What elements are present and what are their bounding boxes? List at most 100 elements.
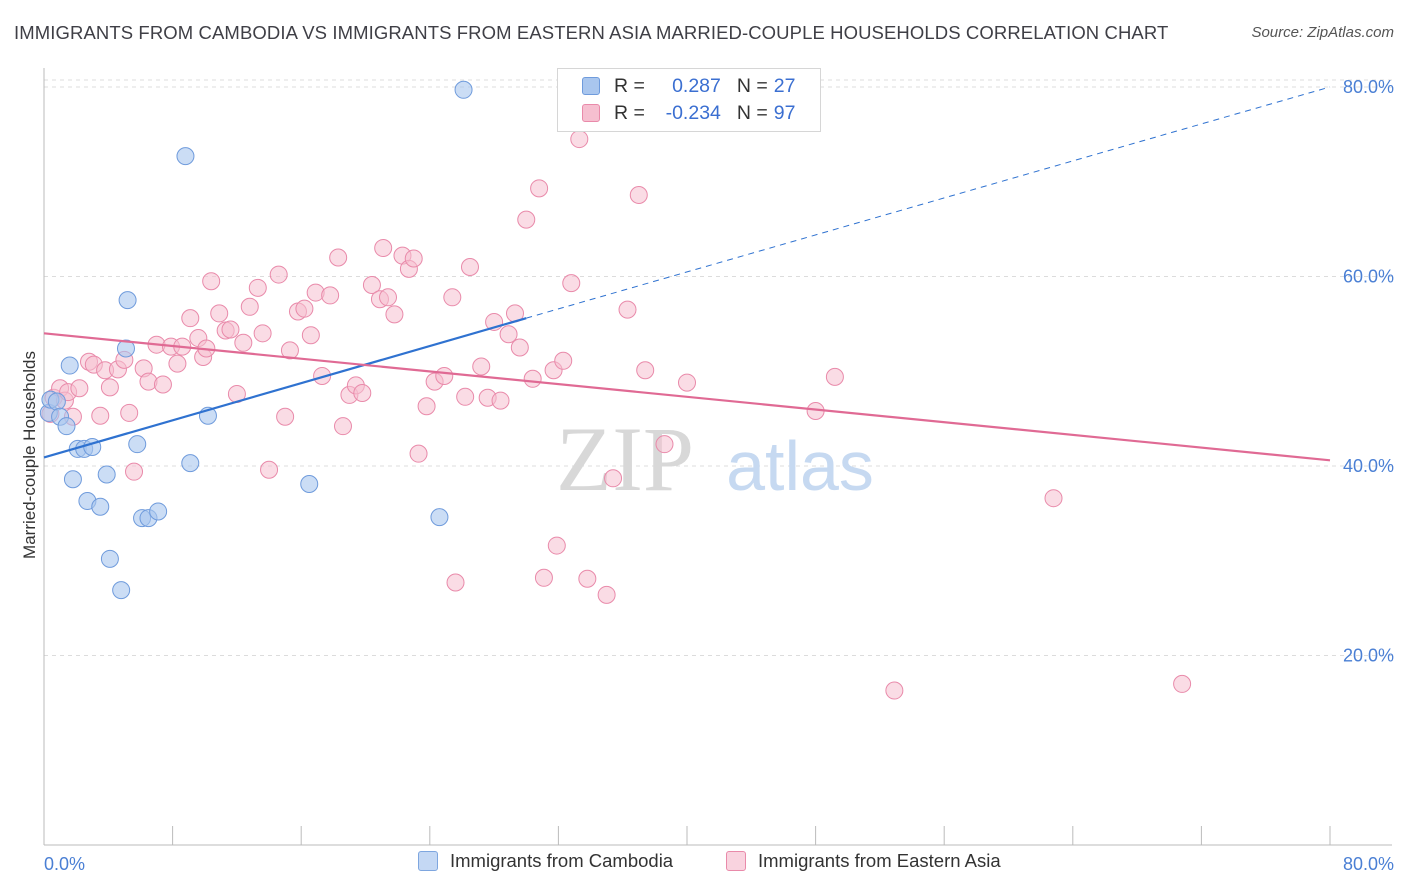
- legend-swatch-cambodia: [582, 77, 600, 95]
- eastern-asia-point: [100, 378, 119, 397]
- eastern-asia-point: [202, 272, 221, 291]
- axes: [43, 68, 1392, 846]
- eastern-asia-point: [534, 568, 553, 587]
- x-tick-label: 80.0%: [1343, 854, 1394, 874]
- watermark: ZIP atlas: [556, 408, 874, 510]
- eastern-asia-point: [1044, 489, 1063, 508]
- series-legend-eastern-asia[interactable]: Immigrants from Eastern Asia: [726, 850, 1001, 872]
- eastern-asia-point: [825, 367, 844, 386]
- eastern-asia-point: [379, 288, 398, 307]
- eastern-asia-point: [547, 536, 566, 555]
- cambodia-point: [100, 549, 119, 568]
- legend-r-label: R =: [614, 101, 645, 124]
- cambodia-point: [63, 470, 82, 489]
- y-tick-label: 20.0%: [1343, 645, 1394, 665]
- eastern-asia-point: [120, 403, 139, 422]
- eastern-asia-point: [362, 275, 381, 294]
- cambodia-point: [116, 339, 135, 358]
- series-cambodia-points: [39, 80, 473, 600]
- eastern-asia-point: [570, 130, 589, 149]
- eastern-asia-point: [181, 309, 200, 328]
- cambodia-point: [112, 581, 131, 600]
- eastern-asia-point: [260, 460, 279, 479]
- cambodia-point: [47, 392, 66, 411]
- eastern-asia-point: [125, 462, 144, 481]
- source-credit: Source: ZipAtlas.com: [1251, 24, 1394, 41]
- eastern-asia-point: [629, 185, 648, 204]
- series-legend: Immigrants from Cambodia Immigrants from…: [0, 850, 1406, 878]
- eastern-asia-point: [1173, 674, 1192, 693]
- eastern-asia-point: [153, 375, 172, 394]
- eastern-asia-point: [655, 435, 674, 454]
- series-legend-cambodia[interactable]: Immigrants from Cambodia: [418, 850, 673, 872]
- eastern-asia-point: [329, 248, 348, 267]
- legend-r-value-cambodia: 0.287: [672, 74, 721, 97]
- cambodia-point: [300, 474, 319, 493]
- eastern-asia-point: [604, 469, 623, 488]
- cambodia-trend-extension: [526, 86, 1331, 319]
- eastern-asia-point: [523, 369, 542, 388]
- eastern-asia-point: [404, 249, 423, 268]
- eastern-asia-point: [472, 357, 491, 376]
- cambodia-point: [128, 435, 147, 454]
- y-axis-label: Married-couple Households: [20, 351, 39, 559]
- eastern-asia-point: [554, 351, 573, 370]
- watermark-atlas: atlas: [726, 427, 874, 505]
- eastern-asia-point: [446, 573, 465, 592]
- eastern-asia-point: [269, 265, 288, 284]
- eastern-asia-point: [409, 444, 428, 463]
- eastern-asia-point: [456, 387, 475, 406]
- cambodia-point: [454, 80, 473, 99]
- eastern-asia-trend-line: [43, 332, 1331, 462]
- watermark-zip: ZIP: [556, 408, 694, 510]
- eastern-asia-point: [510, 338, 529, 357]
- eastern-asia-point: [578, 569, 597, 588]
- eastern-asia-point: [333, 417, 352, 436]
- cambodia-point: [97, 465, 116, 484]
- eastern-asia-point: [240, 297, 259, 316]
- eastern-asia-point: [530, 179, 549, 198]
- eastern-asia-point: [460, 257, 479, 276]
- correlation-legend: R = 0.287 N = 27 R = -0.234 N = 97: [557, 68, 821, 132]
- series-legend-swatch-cambodia: [418, 851, 438, 871]
- eastern-asia-point: [562, 274, 581, 293]
- legend-swatch-eastern-asia: [582, 104, 600, 122]
- eastern-asia-point: [491, 391, 510, 410]
- eastern-asia-point: [70, 379, 89, 398]
- chart-title: IMMIGRANTS FROM CAMBODIA VS IMMIGRANTS F…: [14, 22, 1169, 43]
- series-legend-swatch-eastern-asia: [726, 851, 746, 871]
- trend-lines: [43, 86, 1331, 462]
- eastern-asia-point: [221, 320, 240, 339]
- eastern-asia-point: [618, 300, 637, 319]
- eastern-asia-point: [435, 366, 454, 385]
- x-tick-label: 0.0%: [44, 854, 85, 874]
- cambodia-point: [57, 417, 76, 436]
- eastern-asia-point: [313, 366, 332, 385]
- legend-n-value-cambodia: 27: [773, 74, 796, 97]
- eastern-asia-point: [443, 288, 462, 307]
- legend-n-label: N =: [736, 101, 768, 124]
- cambodia-point: [430, 508, 449, 527]
- eastern-asia-point: [301, 326, 320, 345]
- eastern-asia-point: [210, 304, 229, 323]
- eastern-asia-point: [597, 585, 616, 604]
- eastern-asia-point: [295, 299, 314, 318]
- legend-r-value-eastern-asia: -0.234: [665, 101, 721, 124]
- cambodia-point: [118, 291, 137, 310]
- eastern-asia-point: [253, 324, 272, 343]
- cambodia-trend-line: [43, 317, 527, 459]
- cambodia-point: [91, 497, 110, 516]
- eastern-asia-point: [168, 354, 187, 373]
- y-tick-label: 40.0%: [1343, 456, 1394, 476]
- series-legend-label-eastern-asia: Immigrants from Eastern Asia: [758, 850, 1001, 871]
- grid-lines: [44, 79, 1392, 656]
- eastern-asia-point: [248, 278, 267, 297]
- y-tick-label: 80.0%: [1343, 77, 1394, 97]
- eastern-asia-point: [385, 305, 404, 324]
- legend-row-cambodia: R = 0.287 N = 27: [582, 73, 795, 99]
- series-legend-label-cambodia: Immigrants from Cambodia: [450, 850, 674, 871]
- eastern-asia-point: [636, 361, 655, 380]
- eastern-asia-point: [280, 341, 299, 360]
- eastern-asia-point: [499, 325, 518, 344]
